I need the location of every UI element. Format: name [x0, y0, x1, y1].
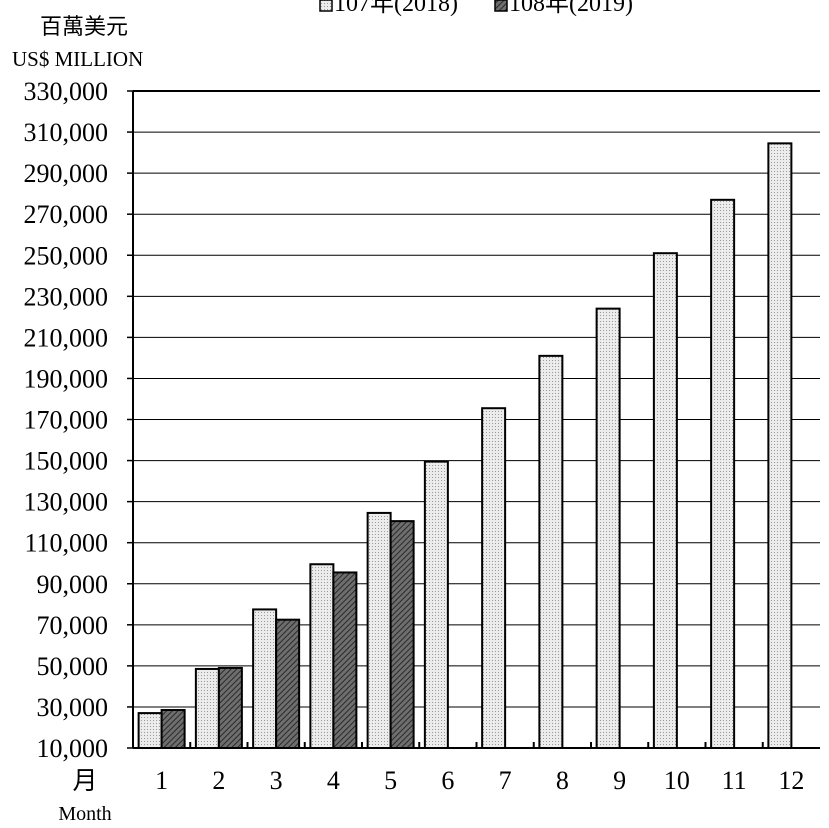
bar-2018-month-6 [423, 460, 449, 749]
bar-2018-month-5 [366, 511, 392, 749]
bar-2019-month-3 [275, 618, 301, 749]
y-tick-labels: 10,000 30,000 50,000 70,000 90,000 110,000 130… [24, 77, 109, 763]
y-tick-label: 210,000 [24, 323, 109, 352]
x-axis-title-zh: 月 [72, 768, 97, 795]
legend-label-2018: 107年(2018) [334, 0, 458, 17]
y-tick-label: 110,000 [24, 529, 108, 558]
gridlines [133, 131, 820, 708]
legend-swatch-2019 [494, 0, 508, 12]
x-tick-label: 10 [664, 766, 690, 795]
x-tick-label: 1 [155, 766, 168, 795]
legend-swatch-2018 [319, 0, 333, 12]
y-tick-label: 270,000 [24, 200, 109, 229]
y-tick-label: 290,000 [24, 159, 109, 188]
y-tick-label: 130,000 [24, 488, 109, 517]
y-tick-label: 50,000 [37, 652, 109, 681]
bar-2018-month-8 [538, 354, 564, 749]
bar-2018-month-10 [652, 252, 678, 749]
legend: 107年(2018) 108年(2019) [319, 0, 633, 17]
bar-2018-month-4 [309, 563, 335, 749]
y-tick-label: 230,000 [24, 282, 109, 311]
x-tick-label: 11 [722, 766, 747, 795]
bar-2019-month-5 [389, 520, 415, 750]
y-tick-label: 90,000 [37, 570, 109, 599]
y-tick-label: 150,000 [24, 447, 109, 476]
bar-2018-month-11 [710, 198, 736, 750]
y-tick-label: 10,000 [37, 734, 109, 763]
x-tick-label: 2 [212, 766, 225, 795]
x-tick-label: 4 [327, 766, 340, 795]
y-tick-label: 330,000 [24, 77, 109, 106]
x-tick-label: 9 [613, 766, 626, 795]
bar-2019-month-4 [332, 571, 358, 750]
plot-frame [127, 90, 820, 749]
bar-2019-month-1 [160, 709, 186, 750]
bars [137, 142, 793, 750]
x-tick-label: 12 [778, 766, 804, 795]
x-axis-title-en: Month [58, 803, 111, 825]
y-tick-label: 190,000 [24, 364, 109, 393]
x-tick-labels: 1 2 3 4 5 6 7 8 9 10 11 12 [155, 766, 804, 795]
y-tick-label: 30,000 [37, 693, 109, 722]
bar-2018-month-12 [767, 142, 793, 750]
legend-label-2019: 108年(2019) [509, 0, 633, 17]
y-axis-title-zh: 百萬美元 [40, 14, 128, 39]
bar-2019-month-2 [217, 666, 243, 749]
x-tick-label: 3 [270, 766, 283, 795]
bar-2018-month-7 [481, 407, 507, 749]
y-tick-label: 250,000 [24, 241, 109, 270]
y-tick-label: 170,000 [24, 406, 109, 435]
x-tick-label: 6 [441, 766, 454, 795]
bar-2018-month-9 [595, 307, 621, 749]
x-tick-label: 7 [499, 766, 512, 795]
y-tick-label: 310,000 [24, 118, 109, 147]
x-tick-label: 5 [384, 766, 397, 795]
bar-2018-month-2 [194, 667, 220, 750]
y-axis-title-en: US$ MILLION [12, 47, 143, 71]
bar-2018-month-1 [137, 712, 163, 749]
x-tick-label: 8 [556, 766, 569, 795]
y-tick-label: 70,000 [37, 611, 109, 640]
bar-2018-month-3 [252, 608, 278, 749]
